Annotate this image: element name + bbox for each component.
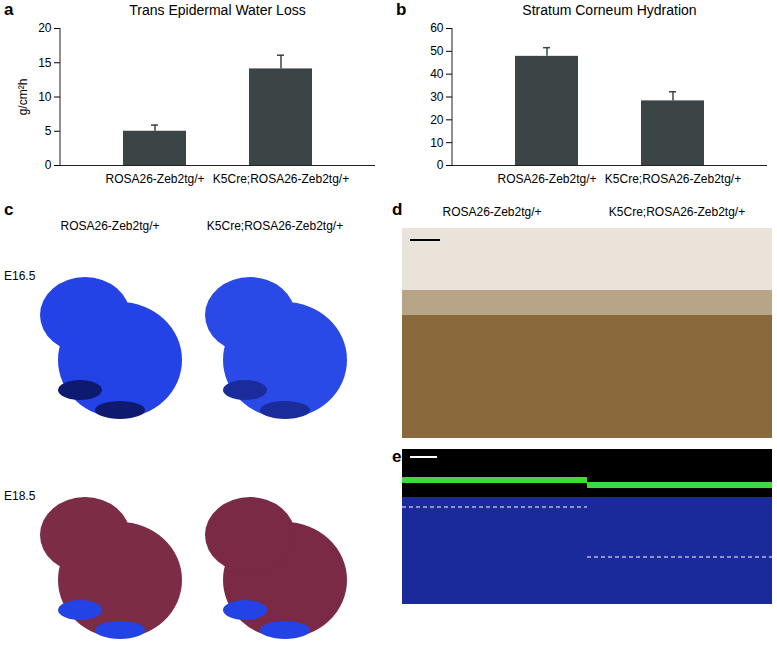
svg-text:K5Cre;ROSA26-Zeb2tg/+: K5Cre;ROSA26-Zeb2tg/+ (609, 205, 745, 219)
svg-text:60: 60 (430, 21, 444, 35)
svg-text:20: 20 (430, 113, 444, 127)
svg-text:0: 0 (437, 158, 444, 172)
svg-text:K5Cre;ROSA26-Zeb2tg/+: K5Cre;ROSA26-Zeb2tg/+ (207, 219, 343, 233)
svg-text:5: 5 (45, 124, 52, 138)
svg-text:ROSA26-Zeb2tg/+: ROSA26-Zeb2tg/+ (105, 172, 204, 186)
svg-text:10: 10 (38, 90, 52, 104)
svg-text:E18.5: E18.5 (4, 489, 36, 503)
svg-text:K5Cre;ROSA26-Zeb2tg/+: K5Cre;ROSA26-Zeb2tg/+ (213, 172, 349, 186)
svg-text:40: 40 (430, 67, 444, 81)
html-text:a: a (4, 0, 14, 19)
html-text:e: e (392, 447, 402, 466)
svg-text:15: 15 (38, 56, 52, 70)
svg-text:K5Cre;ROSA26-Zeb2tg/+: K5Cre;ROSA26-Zeb2tg/+ (605, 172, 741, 186)
html-text:b: b (396, 0, 407, 19)
html-text:d: d (392, 200, 403, 219)
svg-text:g/cm²h: g/cm²h (16, 79, 30, 116)
svg-text:0: 0 (45, 158, 52, 172)
svg-text:30: 30 (430, 90, 444, 104)
svg-text:20: 20 (38, 21, 52, 35)
svg-text:ROSA26-Zeb2tg/+: ROSA26-Zeb2tg/+ (442, 205, 541, 219)
svg-text:50: 50 (430, 44, 444, 58)
svg-text:ROSA26-Zeb2tg/+: ROSA26-Zeb2tg/+ (497, 172, 596, 186)
html-text:c: c (4, 200, 14, 219)
html-text:Trans Epidermal Water Loss: Trans Epidermal Water Loss (129, 2, 306, 18)
svg-text:E16.5: E16.5 (4, 269, 36, 283)
html-text:Stratum Corneum Hydration: Stratum Corneum Hydration (522, 2, 697, 18)
svg-text:10: 10 (430, 136, 444, 150)
svg-text:ROSA26-Zeb2tg/+: ROSA26-Zeb2tg/+ (60, 219, 159, 233)
